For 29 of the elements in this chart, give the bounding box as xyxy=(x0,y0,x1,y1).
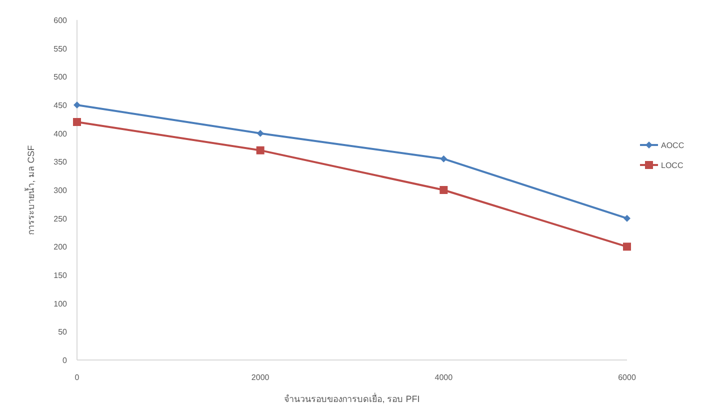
y-axis-title: การระบายน้ำ, มล CSF xyxy=(24,144,36,235)
y-tick-label: 350 xyxy=(54,158,68,167)
point xyxy=(623,242,631,251)
point xyxy=(624,214,630,222)
y-tick-label: 400 xyxy=(54,129,68,138)
y-tick-label: 450 xyxy=(54,101,68,110)
y-tick-label: 100 xyxy=(54,299,68,308)
y-tick-label: 200 xyxy=(54,242,68,252)
y-tick-label: 50 xyxy=(58,328,68,337)
x-tick-label: 2000 xyxy=(251,373,270,382)
point xyxy=(440,186,448,194)
legend-label: LOCC xyxy=(661,161,684,170)
y-tick-label: 250 xyxy=(54,214,68,224)
point xyxy=(74,102,80,108)
x-tick-label: 6000 xyxy=(618,373,636,382)
y-tick-label: 550 xyxy=(54,44,68,54)
point xyxy=(73,118,81,126)
y-tick-label: 300 xyxy=(54,186,68,195)
point xyxy=(440,155,448,162)
y-tick-label: 0 xyxy=(62,356,68,365)
point xyxy=(256,130,264,137)
x-tick-label: 4000 xyxy=(434,373,454,382)
y-tick-label: 500 xyxy=(54,72,68,82)
x-tick-label: 0 xyxy=(74,373,80,382)
y-tick-label: 150 xyxy=(54,271,68,280)
point xyxy=(256,146,264,154)
y-tick-label: 600 xyxy=(54,16,68,25)
legend-label: AOCC xyxy=(661,141,684,150)
x-axis-title: จำนวนรอบของการบดเยื่อ, รอบ PFI xyxy=(284,392,420,404)
